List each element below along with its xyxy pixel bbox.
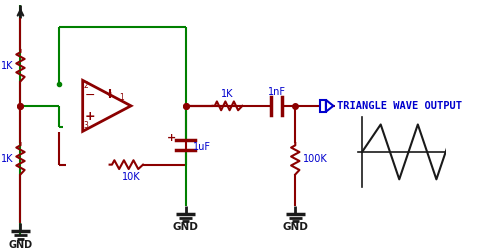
Text: 1: 1 [120,94,124,102]
Bar [320,100,326,112]
Text: 100K: 100K [303,154,328,164]
Text: GND: GND [282,222,308,232]
Text: 3: 3 [83,121,88,130]
Text: TRIANGLE WAVE OUTPUT: TRIANGLE WAVE OUTPUT [337,101,462,111]
Text: GND: GND [173,222,199,232]
Text: 4: 4 [108,92,112,98]
Text: +: + [167,133,177,143]
Text: +: + [85,110,96,123]
Text: 1K: 1K [1,61,14,71]
Text: GND: GND [9,240,33,250]
Text: 1uF: 1uF [193,142,211,152]
Text: 1K: 1K [221,89,234,99]
Text: −: − [85,89,96,102]
Text: 2: 2 [83,82,88,90]
Text: 10K: 10K [121,172,140,182]
Text: 1K: 1K [1,154,14,164]
Text: 1nF: 1nF [268,87,286,97]
